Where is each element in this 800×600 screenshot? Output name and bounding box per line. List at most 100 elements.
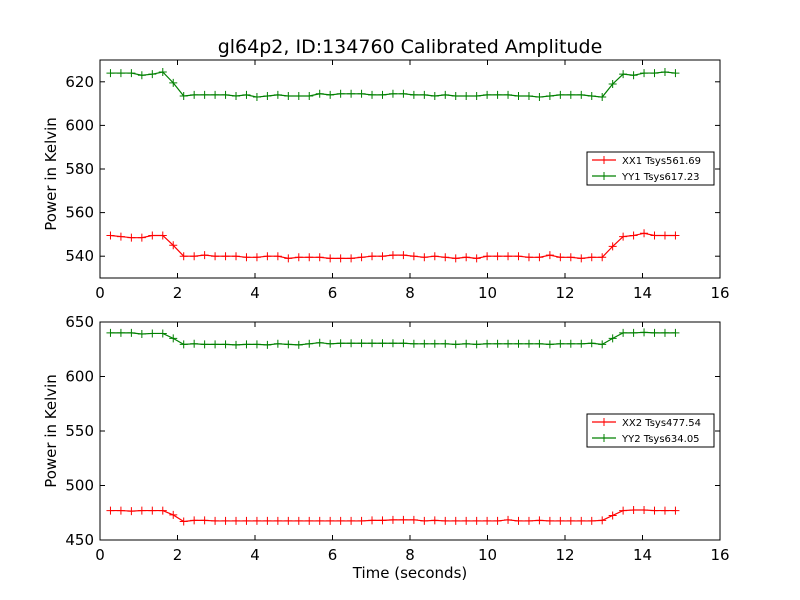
data-point: [619, 506, 628, 515]
x-tick-label: 16: [710, 284, 729, 302]
data-point: [284, 516, 293, 525]
data-point: [483, 516, 492, 525]
data-point: [116, 69, 125, 78]
data-point: [619, 232, 628, 241]
data-point: [232, 516, 241, 525]
data-point: [106, 328, 115, 337]
data-point: [660, 67, 669, 76]
data-point: [504, 90, 513, 99]
data-point: [200, 340, 209, 349]
data-point: [650, 328, 659, 337]
data-point: [315, 516, 324, 525]
data-point: [200, 90, 209, 99]
data-point: [190, 252, 199, 261]
data-point: [221, 90, 230, 99]
data-point: [472, 340, 481, 349]
data-point: [127, 328, 136, 337]
data-point: [116, 506, 125, 515]
data-point: [587, 516, 596, 525]
data-point: [462, 516, 471, 525]
data-point: [598, 93, 607, 102]
bottom-plot-frame: [99, 321, 721, 541]
data-point: [357, 516, 366, 525]
data-point: [221, 340, 230, 349]
data-point: [640, 328, 649, 337]
data-point: [462, 253, 471, 262]
data-point: [660, 328, 669, 337]
data-point: [158, 506, 167, 515]
data-point: [629, 71, 638, 80]
data-point: [441, 516, 450, 525]
legend-entry: XX1 Tsys561.69: [622, 156, 701, 167]
data-point: [368, 90, 377, 99]
data-point: [409, 339, 418, 348]
x-tick-label: 12: [555, 546, 574, 564]
data-point: [462, 339, 471, 348]
data-point: [284, 340, 293, 349]
data-point: [378, 516, 387, 525]
data-point: [169, 241, 178, 250]
x-tick-label: 4: [250, 284, 260, 302]
data-point: [545, 516, 554, 525]
data-point: [608, 334, 617, 343]
y-axis-label-bottom: Power in Kelvin: [42, 374, 60, 488]
data-point: [650, 69, 659, 78]
data-point: [598, 516, 607, 525]
data-point: [420, 253, 429, 262]
y-tick-label: 600: [65, 368, 94, 386]
data-point: [294, 253, 303, 262]
data-point: [294, 516, 303, 525]
y-tick-label: 600: [65, 116, 94, 134]
data-point: [430, 339, 439, 348]
data-point: [211, 340, 220, 349]
x-axis-label: Time (seconds): [352, 564, 468, 582]
x-tick-label: 6: [328, 546, 338, 564]
data-point: [179, 517, 188, 526]
data-point: [158, 231, 167, 240]
data-point: [368, 339, 377, 348]
data-point: [347, 516, 356, 525]
data-point: [273, 252, 282, 261]
data-point: [556, 516, 565, 525]
data-point: [336, 254, 345, 263]
data-point: [347, 89, 356, 98]
data-point: [347, 339, 356, 348]
data-point: [326, 90, 335, 99]
top-plot-frame: [99, 59, 721, 279]
data-point: [441, 253, 450, 262]
data-point: [211, 90, 220, 99]
data-point: [273, 339, 282, 348]
data-point: [336, 339, 345, 348]
y-tick-label: 550: [65, 422, 94, 440]
data-point: [158, 67, 167, 76]
data-point: [315, 253, 324, 262]
data-point: [242, 90, 251, 99]
data-point: [211, 516, 220, 525]
data-point: [608, 511, 617, 520]
x-tick-label: 10: [478, 284, 497, 302]
legend-box: [586, 413, 715, 448]
top-plot-marks: [106, 67, 680, 263]
data-point: [305, 91, 314, 100]
data-point: [116, 232, 125, 241]
data-point: [190, 516, 199, 525]
data-point: [294, 91, 303, 100]
data-point: [535, 93, 544, 102]
data-point: [252, 93, 261, 102]
data-point: [577, 516, 586, 525]
data-point: [577, 254, 586, 263]
data-point: [504, 252, 513, 261]
data-point: [524, 253, 533, 262]
y-tick-label: 450: [65, 531, 94, 549]
data-point: [671, 69, 680, 78]
data-point: [514, 91, 523, 100]
data-point: [378, 90, 387, 99]
top-subplot: gl64p2, ID:134760 Calibrated Amplitude P…: [42, 36, 730, 302]
data-point: [409, 252, 418, 261]
data-point: [378, 339, 387, 348]
data-point: [388, 89, 397, 98]
data-point: [399, 515, 408, 524]
data-point: [284, 91, 293, 100]
data-point: [608, 79, 617, 88]
data-point: [263, 252, 272, 261]
